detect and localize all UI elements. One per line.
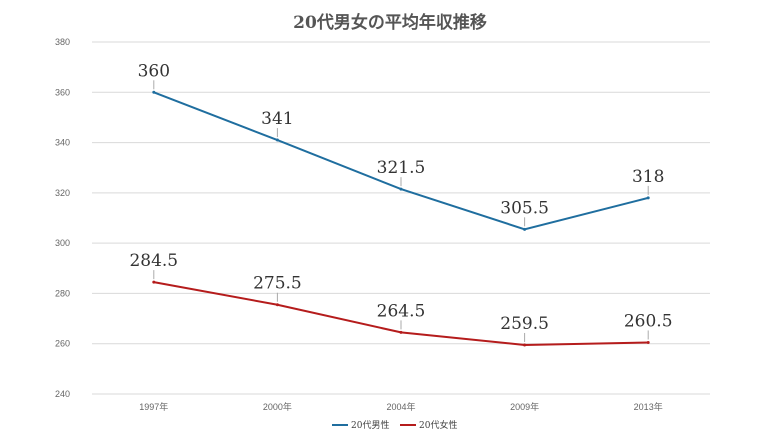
legend-label-2: 20代女性	[419, 419, 457, 431]
x-tick-label: 2004年	[386, 401, 415, 412]
data-label: 360	[138, 61, 170, 81]
y-tick-label: 380	[55, 37, 70, 47]
data-point	[275, 138, 279, 142]
legend-label-1: 20代男性	[351, 419, 389, 431]
data-label: 259.5	[500, 314, 549, 334]
data-label: 264.5	[377, 301, 426, 321]
data-point	[399, 187, 403, 191]
data-point	[523, 227, 527, 231]
x-tick-label: 2013年	[634, 401, 663, 412]
data-point	[646, 340, 650, 344]
data-label: 341	[261, 109, 293, 129]
data-label: 284.5	[129, 251, 178, 271]
data-point	[523, 343, 527, 347]
y-tick-label: 260	[55, 339, 70, 349]
x-tick-label: 2000年	[263, 401, 292, 412]
data-label: 305.5	[500, 198, 549, 218]
y-tick-label: 300	[55, 238, 70, 248]
data-point	[152, 90, 156, 94]
x-tick-label: 1997年	[139, 401, 168, 412]
data-point	[275, 303, 279, 307]
data-label: 318	[632, 167, 664, 187]
y-tick-label: 240	[55, 389, 70, 399]
data-point	[152, 280, 156, 284]
data-point	[399, 330, 403, 334]
chart-title: 20代男女の平均年収推移	[293, 13, 487, 33]
y-tick-label: 340	[55, 138, 70, 148]
x-tick-label: 2009年	[510, 401, 539, 412]
data-label: 321.5	[377, 158, 426, 178]
y-tick-label: 280	[55, 288, 70, 298]
data-label: 275.5	[253, 274, 302, 294]
data-point	[646, 196, 650, 200]
data-label: 260.5	[624, 311, 673, 331]
y-tick-label: 360	[55, 87, 70, 97]
y-tick-label: 320	[55, 188, 70, 198]
